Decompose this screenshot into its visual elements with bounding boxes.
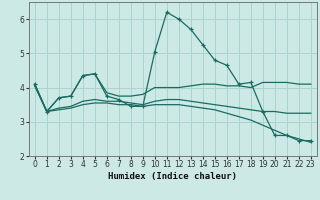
X-axis label: Humidex (Indice chaleur): Humidex (Indice chaleur)	[108, 172, 237, 181]
